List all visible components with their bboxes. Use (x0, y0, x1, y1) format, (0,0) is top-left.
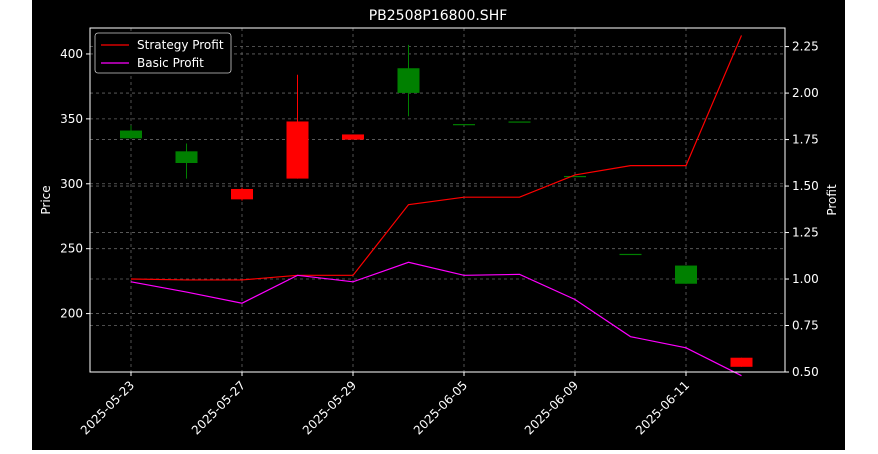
candle-body (508, 121, 531, 123)
legend-label: Basic Profit (137, 56, 204, 70)
chart-title: PB2508P16800.SHF (369, 8, 508, 24)
y2-tick-label: 2.00 (792, 86, 819, 100)
y2-tick-label: 0.75 (792, 319, 819, 333)
candle-body (619, 253, 642, 256)
candle-body (564, 175, 586, 178)
candles-layer (120, 44, 753, 367)
y2-tick-label: 1.25 (792, 226, 819, 240)
y2-tick-label: 0.50 (792, 365, 819, 379)
candle-body (120, 130, 142, 139)
candle-body (231, 188, 253, 200)
y-tick-label: 400 (60, 47, 83, 61)
candle-body (730, 357, 753, 367)
y2-tick-label: 1.50 (792, 179, 819, 193)
y2-tick-label: 2.25 (792, 40, 819, 54)
right-axis: 0.50 0.75 1.00 1.25 1.50 1.75 2.00 2.25 (785, 40, 819, 379)
lines-layer (130, 35, 743, 377)
candle-body (675, 265, 697, 284)
basic-profit-line (130, 261, 742, 377)
y-tick-label: 200 (60, 307, 83, 321)
y-tick-label: 350 (60, 112, 83, 126)
y-tick-label: 250 (60, 242, 83, 256)
y2-tick-label: 1.00 (792, 272, 819, 286)
legend: Strategy Profit Basic Profit (94, 32, 232, 74)
candle-body (453, 124, 475, 126)
figure-background (32, 0, 845, 450)
legend-label: Strategy Profit (137, 38, 224, 52)
strategy-profit-line (130, 35, 743, 281)
y2-tick-label: 1.75 (792, 133, 819, 147)
left-axis: 200 250 300 350 400 (60, 47, 90, 321)
candle-body (397, 68, 420, 93)
candle-body (342, 134, 364, 140)
candle-body (286, 121, 309, 179)
y-tick-label: 300 (60, 177, 83, 191)
plot-frame (89, 27, 786, 373)
y-axis-label: Price (39, 185, 53, 214)
candle-body (175, 151, 198, 164)
y2-axis-label: Profit (825, 184, 839, 216)
